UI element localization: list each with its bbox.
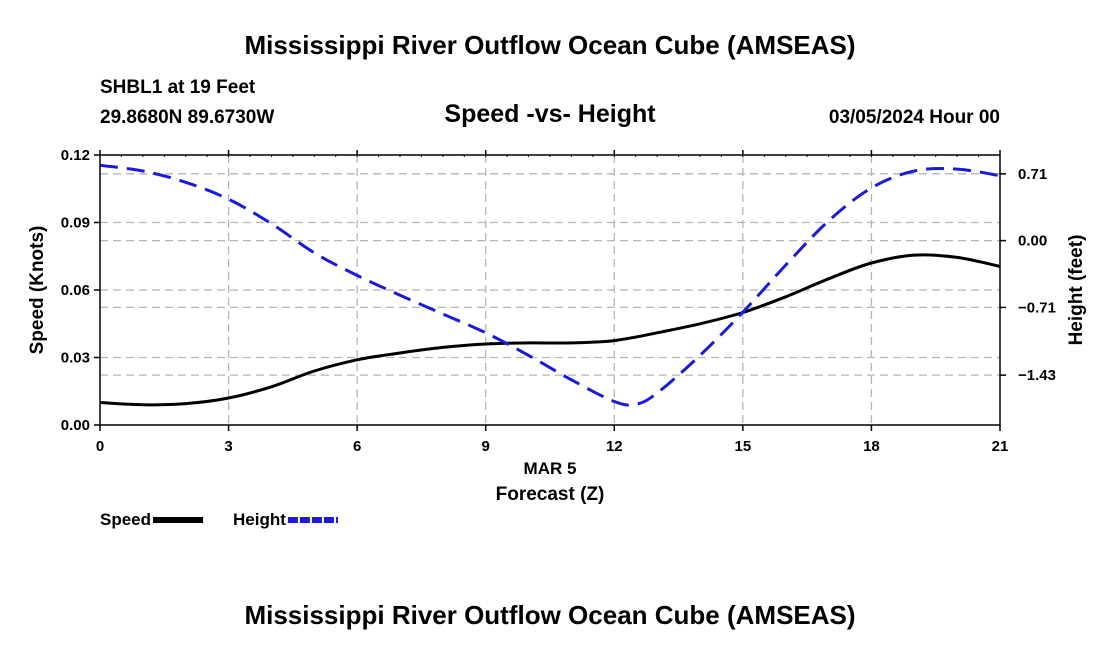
x-date-label: MAR 5: [524, 459, 577, 478]
coordinates-label: 29.8680N 89.6730W: [100, 107, 275, 128]
series-line-height: [99, 163, 1001, 407]
forecast-date: 03/05/2024 Hour 00: [828, 107, 1000, 128]
station-label: SHBL1 at 19 Feet: [100, 77, 256, 98]
y-tick-label-left: 0.09: [61, 215, 90, 232]
x-tick-label: 12: [606, 438, 623, 455]
y-tick-label-left: 0.06: [61, 282, 90, 299]
x-tick-label: 3: [224, 438, 232, 455]
x-tick-label: 21: [992, 438, 1009, 455]
x-axis-label: Forecast (Z): [496, 484, 605, 505]
legend-label-speed: Speed: [100, 510, 151, 529]
x-tick-label: 15: [735, 438, 752, 455]
y-axis-label-right: Height (feet): [1066, 235, 1087, 346]
legend: Speed Height: [100, 510, 338, 529]
y-tick-label-right: −0.71: [1018, 299, 1056, 316]
x-tick-label: 9: [482, 438, 490, 455]
chart-subtitle: Speed -vs- Height: [444, 100, 656, 128]
legend-label-height: Height: [233, 510, 286, 529]
y-tick-label-right: −1.43: [1018, 367, 1056, 384]
x-tick-label: 18: [863, 438, 880, 455]
x-tick-label: 6: [353, 438, 361, 455]
y-tick-label-left: 0.03: [61, 350, 90, 367]
series-lines: [99, 163, 1001, 407]
y-axis-label-left: Speed (Knots): [27, 226, 48, 355]
x-tick-label: 0: [96, 438, 104, 455]
footer-title: Mississippi River Outflow Ocean Cube (AM…: [244, 600, 856, 630]
y-tick-label-right: 0.71: [1018, 166, 1047, 183]
grid-lines: [100, 155, 1000, 425]
chart-title: Mississippi River Outflow Ocean Cube (AM…: [244, 30, 856, 60]
y-tick-label-right: 0.00: [1018, 233, 1047, 250]
axes: 0 3 6 9 12 15 18 21 0.00 0.03 0.06 0.09 0.12 0.71 0.00…: [27, 147, 1087, 505]
y-tick-label-left: 0.12: [61, 147, 90, 164]
series-line-speed: [99, 253, 1001, 407]
y-tick-label-left: 0.00: [61, 417, 90, 434]
